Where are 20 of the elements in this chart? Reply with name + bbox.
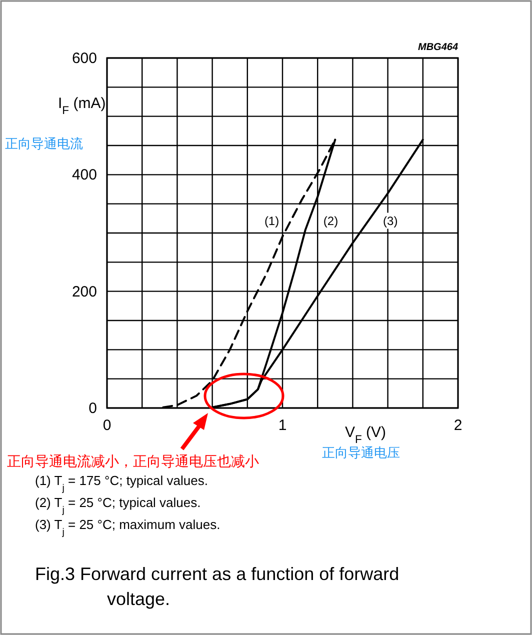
x-axis-title: V$_{F}$ (V) bbox=[345, 424, 386, 446]
x-tick-label: 1 bbox=[278, 417, 287, 434]
text: 正向导通电压 bbox=[322, 445, 400, 460]
text: (2) T$_{j}$ = 25 °C; typical values. bbox=[35, 495, 201, 516]
text: 正向导通电流减小，正向导通电压也减小 bbox=[7, 453, 259, 469]
y-tick-label: 200 bbox=[72, 283, 97, 300]
y-axis-title: I$_{F}$ (mA) bbox=[58, 95, 106, 117]
series-label: (3) bbox=[383, 214, 398, 228]
y-tick-label: 0 bbox=[88, 400, 97, 417]
text: (3) T$_{j}$ = 25 °C; maximum values. bbox=[35, 517, 220, 538]
text: 正向导通电流 bbox=[5, 136, 83, 151]
series-label: (1) bbox=[264, 214, 280, 228]
series-label: (2) bbox=[323, 214, 338, 228]
text: (1) T$_{j}$ = 175 °C; typical values. bbox=[35, 473, 208, 494]
x-tick-label: 2 bbox=[454, 417, 462, 434]
x-tick-label: 0 bbox=[102, 417, 112, 434]
y-tick-label: 600 bbox=[72, 50, 97, 67]
text: MBG464 bbox=[418, 42, 458, 53]
text: Fig.3 Forward current as a function of forward voltage. bbox=[35, 564, 400, 609]
y-tick-label: 400 bbox=[72, 166, 97, 184]
